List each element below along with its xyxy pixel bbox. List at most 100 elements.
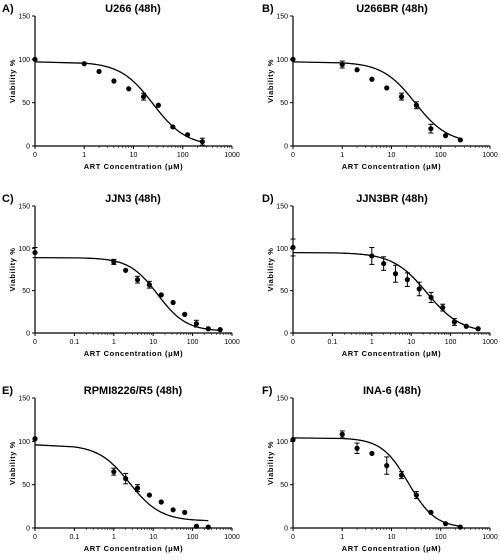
x-tick-label: 1 bbox=[112, 339, 116, 346]
x-axis-label: ART Concentration (μM) bbox=[84, 349, 183, 358]
y-tick-label: 100 bbox=[276, 246, 288, 253]
panel-title: RPMI8226/R5 (48h) bbox=[84, 385, 183, 397]
y-tick-label: 0 bbox=[26, 526, 30, 533]
data-point bbox=[158, 292, 164, 298]
data-point bbox=[475, 326, 481, 332]
data-point bbox=[457, 524, 463, 530]
data-point bbox=[32, 56, 38, 62]
x-tick-label: 0.1 bbox=[70, 534, 80, 541]
data-point bbox=[193, 321, 200, 327]
x-axis-label: ART Concentration (μM) bbox=[342, 349, 441, 358]
panel-letter: E) bbox=[2, 385, 13, 397]
data-point bbox=[416, 286, 422, 292]
y-tick-label: 150 bbox=[276, 396, 288, 403]
data-point bbox=[398, 94, 405, 100]
x-tick-label: 0.1 bbox=[328, 339, 338, 346]
data-point bbox=[428, 509, 434, 515]
x-tick-label: 1 bbox=[82, 152, 86, 159]
panel-letter: A) bbox=[2, 3, 14, 15]
y-axis-label: Viability % bbox=[266, 248, 275, 292]
chart-panel-1: A) U266 (48h) 0 50 100 150 0 1 10 100 1000 ART Conc… bbox=[2, 3, 240, 171]
y-tick-label: 150 bbox=[18, 14, 30, 21]
x-tick-label: 100 bbox=[187, 339, 199, 346]
data-point bbox=[184, 132, 191, 138]
y-tick-label: 0 bbox=[26, 144, 30, 151]
x-axis-label: ART Concentration (μM) bbox=[342, 544, 441, 553]
data-point bbox=[134, 485, 141, 491]
data-point bbox=[413, 102, 419, 108]
panel-letter: D) bbox=[262, 193, 274, 205]
fit-curve bbox=[34, 256, 221, 332]
panel-title: JJN3BR (48h) bbox=[356, 193, 428, 205]
chart-panel-5: E) RPMI8226/R5 (48h) 0 50 100 150 0 0.1 1 10 100 10… bbox=[2, 385, 240, 553]
data-point bbox=[369, 450, 375, 457]
y-tick-label: 150 bbox=[276, 14, 288, 21]
data-point bbox=[442, 521, 449, 527]
data-point bbox=[413, 492, 419, 498]
data-point bbox=[457, 137, 463, 143]
y-tick-label: 0 bbox=[284, 144, 288, 151]
x-tick-label: 1 bbox=[340, 152, 344, 159]
data-point bbox=[290, 437, 296, 443]
y-axis-label: Viability % bbox=[8, 441, 17, 485]
data-point bbox=[182, 509, 188, 515]
data-point bbox=[290, 56, 296, 62]
y-tick-label: 0 bbox=[284, 526, 288, 533]
x-tick-label: 1000 bbox=[482, 339, 498, 346]
fit-curve bbox=[292, 437, 461, 527]
x-tick-label: 1000 bbox=[224, 152, 240, 159]
x-tick-label: 10 bbox=[388, 534, 396, 541]
y-tick-label: 150 bbox=[18, 396, 30, 403]
chart-panel-2: B) U266BR (48h) 0 50 100 150 0 1 10 100 1000 ART Co… bbox=[262, 3, 498, 171]
data-point bbox=[123, 267, 129, 273]
x-tick-label: 100 bbox=[435, 534, 447, 541]
y-tick-label: 0 bbox=[26, 331, 30, 338]
y-tick-label: 100 bbox=[276, 57, 288, 64]
panel-title: JJN3 (48h) bbox=[105, 193, 161, 205]
data-point bbox=[428, 126, 434, 132]
y-tick-label: 50 bbox=[22, 288, 30, 295]
x-tick-label: 10 bbox=[388, 152, 396, 159]
data-point bbox=[381, 260, 387, 267]
chart-panel-6: F) INA-6 (48h) 0 50 100 150 0 1 10 100 1000 ART Con… bbox=[262, 385, 498, 553]
data-point bbox=[96, 68, 102, 75]
data-point bbox=[398, 472, 405, 478]
panel-letter: B) bbox=[262, 3, 274, 15]
x-tick-label: 1000 bbox=[224, 339, 240, 346]
data-point bbox=[339, 61, 345, 68]
data-point bbox=[354, 67, 360, 73]
y-axis-label: Viability % bbox=[8, 59, 17, 103]
data-point bbox=[384, 85, 390, 91]
data-point bbox=[123, 476, 129, 482]
x-tick-label: 100 bbox=[445, 339, 457, 346]
panel-letter: F) bbox=[262, 385, 273, 397]
data-point bbox=[170, 124, 176, 130]
chart-panel-4: D) JJN3BR (48h) 0 50 100 150 0 0.1 1 10 100 1000 ART… bbox=[262, 193, 498, 358]
x-tick-label: 10 bbox=[149, 534, 157, 541]
data-point bbox=[354, 445, 360, 451]
fit-curve bbox=[34, 444, 209, 522]
data-point bbox=[126, 86, 132, 92]
data-point bbox=[205, 326, 211, 332]
data-point bbox=[140, 94, 147, 100]
data-point bbox=[205, 524, 211, 530]
data-point bbox=[199, 139, 205, 145]
y-tick-label: 50 bbox=[280, 482, 288, 489]
y-tick-label: 50 bbox=[22, 100, 30, 107]
panel-title: INA-6 (48h) bbox=[363, 385, 421, 397]
data-point bbox=[81, 61, 87, 67]
x-tick-label: 0 bbox=[33, 339, 37, 346]
data-point bbox=[442, 133, 449, 139]
y-tick-label: 150 bbox=[276, 204, 288, 211]
y-tick-label: 0 bbox=[284, 331, 288, 338]
x-tick-label: 10 bbox=[130, 152, 138, 159]
data-point bbox=[428, 294, 434, 301]
data-point bbox=[158, 499, 164, 505]
data-point bbox=[440, 305, 446, 311]
y-tick-label: 50 bbox=[280, 100, 288, 107]
x-tick-label: 10 bbox=[407, 339, 415, 346]
data-point bbox=[170, 507, 176, 513]
x-tick-label: 1000 bbox=[482, 534, 498, 541]
y-tick-label: 50 bbox=[280, 288, 288, 295]
x-tick-label: 0 bbox=[33, 534, 37, 541]
